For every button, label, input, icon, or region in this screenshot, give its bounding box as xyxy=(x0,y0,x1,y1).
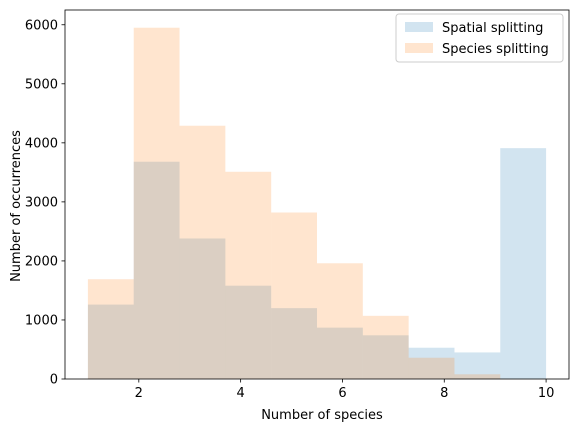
bar-series-2-bin-3 xyxy=(179,125,226,379)
y-tick-label: 2000 xyxy=(25,254,58,269)
bar-series-1-bin-5 xyxy=(271,308,317,379)
series-2 xyxy=(87,27,501,379)
y-axis-label: Number of occurrences xyxy=(9,130,24,282)
x-axis-label: Number of species xyxy=(261,408,383,423)
legend-label: Species splitting xyxy=(442,42,549,57)
bar-series-1-bin-9 xyxy=(454,352,501,379)
x-tick-label: 2 xyxy=(135,386,143,401)
legend-swatch xyxy=(405,43,433,53)
bars-layer xyxy=(87,27,547,379)
bar-series-2-bin-1 xyxy=(87,279,134,379)
bar-series-1-bin-3 xyxy=(179,238,226,379)
series-1 xyxy=(87,148,547,379)
x-tick-label: 6 xyxy=(338,386,346,401)
y-tick-label: 6000 xyxy=(25,18,58,33)
bar-series-1-bin-1 xyxy=(87,304,134,379)
bar-series-2-bin-5 xyxy=(271,212,317,379)
legend: Spatial splitting Species splitting xyxy=(395,13,564,63)
y-tick-label: 0 xyxy=(50,373,58,388)
bar-series-2-bin-2 xyxy=(133,27,180,379)
bar-series-2-bin-6 xyxy=(317,263,363,379)
bar-series-1-bin-6 xyxy=(317,327,363,379)
y-tick-label: 3000 xyxy=(25,195,58,210)
bar-series-1-bin-10 xyxy=(500,148,547,379)
bar-series-2-bin-4 xyxy=(225,171,272,379)
bar-series-2-bin-8 xyxy=(408,357,455,379)
bar-series-1-bin-2 xyxy=(133,161,180,379)
x-tick-label: 10 xyxy=(538,386,555,401)
bar-series-2-bin-9 xyxy=(454,374,501,379)
y-tick-label: 1000 xyxy=(25,313,58,328)
x-tick-label: 8 xyxy=(440,386,448,401)
plot-frame xyxy=(64,9,570,380)
legend-label: Spatial splitting xyxy=(442,21,543,36)
y-tick-label: 4000 xyxy=(25,136,58,151)
y-tick-label: 5000 xyxy=(25,77,58,92)
x-tick-label: 4 xyxy=(236,386,244,401)
bar-series-1-bin-7 xyxy=(362,335,409,379)
legend-swatch xyxy=(405,22,433,32)
legend-box xyxy=(395,13,564,63)
bar-series-1-bin-8 xyxy=(408,347,455,379)
bar-series-1-bin-4 xyxy=(225,285,272,379)
bar-series-2-bin-7 xyxy=(362,315,409,379)
axes-layer: 2 4 6 8 10 0 1000 2000 3000 4000 5000 6000 xyxy=(25,9,570,401)
